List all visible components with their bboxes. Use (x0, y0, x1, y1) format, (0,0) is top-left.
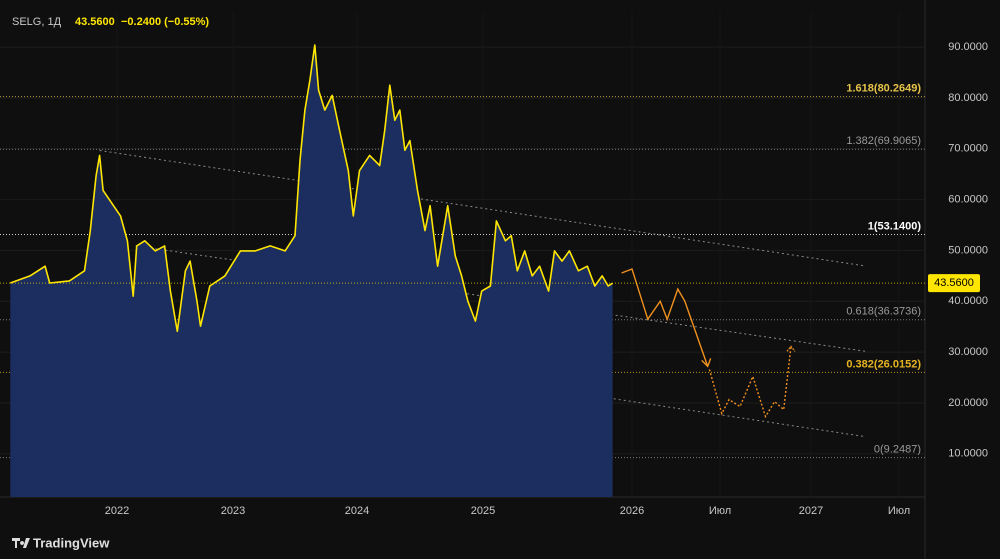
symbol-title: SELG, 1Д (12, 16, 62, 28)
area-fill (10, 45, 613, 497)
price-tag (928, 274, 980, 293)
x-tick-label: 2024 (345, 505, 369, 517)
fib-label: 0.382(26.0152) (846, 358, 921, 370)
last-price: 43.5600 (75, 16, 115, 28)
y-tick-label: 70.0000 (948, 143, 988, 155)
y-tick-label: 60.0000 (948, 194, 988, 206)
y-tick-label: 90.0000 (948, 41, 988, 53)
y-tick-label: 30.0000 (948, 346, 988, 358)
fib-label: 1.382(69.9065) (846, 135, 921, 147)
x-tick-label: Июл (709, 505, 731, 517)
fib-label: 1.618(80.2649) (846, 82, 921, 94)
fib-label: 1(53.1400) (868, 220, 922, 232)
branding: TradingView (33, 535, 110, 550)
y-tick-label: 10.0000 (948, 448, 988, 460)
arrow-head (786, 345, 796, 352)
x-tick-label: Июл (888, 505, 910, 517)
y-tick-label: 40.0000 (948, 295, 988, 307)
y-tick-label: 20.0000 (948, 397, 988, 409)
channel-line (99, 320, 866, 438)
x-tick-label: 2022 (105, 505, 129, 517)
projection-solid (621, 268, 709, 367)
price-line (10, 44, 614, 333)
y-tick-label: 50.0000 (948, 244, 988, 256)
fib-label: 0(9.2487) (874, 444, 921, 456)
price-tag-label: 43.5600 (934, 277, 974, 289)
fib-label: 0.618(36.3736) (846, 306, 921, 318)
arrow-head (701, 358, 712, 368)
x-tick-label: 2025 (471, 505, 495, 517)
logo (12, 538, 30, 548)
y-tick-label: 80.0000 (948, 92, 988, 104)
price-change: −0.2400 (−0.55%) (121, 16, 209, 28)
channel-line (99, 150, 866, 267)
x-tick-label: 2027 (799, 505, 823, 517)
x-tick-label: 2023 (221, 505, 245, 517)
x-tick-label: 2026 (620, 505, 644, 517)
